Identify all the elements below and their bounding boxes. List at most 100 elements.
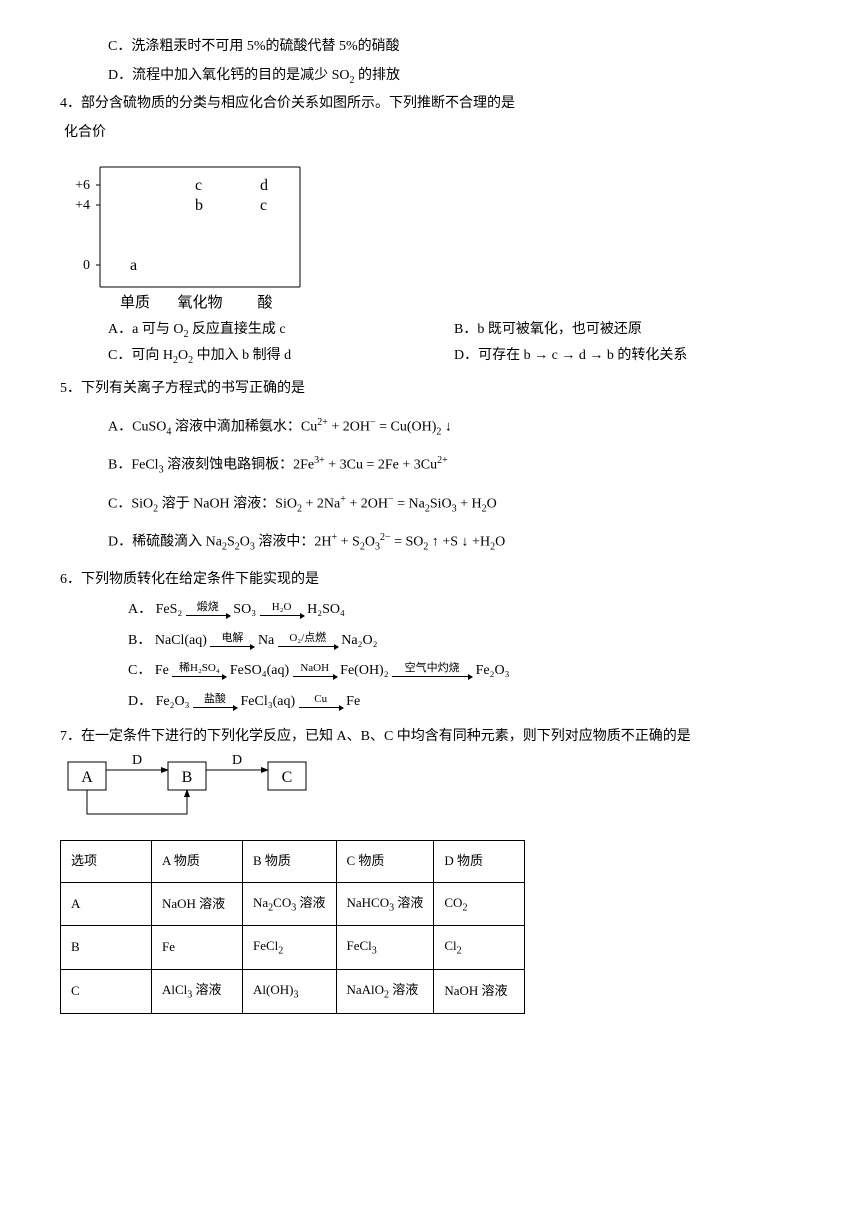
q6b-s1: NaCl(aq): [155, 633, 207, 648]
q5-option-d: D．稀硫酸滴入 Na2S2O3 溶液中：2H+ + S2O32− = SO2 ↑…: [60, 528, 800, 556]
q6d-prefix: D．: [128, 694, 152, 709]
arrow-icon: 盐酸: [193, 696, 237, 708]
box-a: A: [81, 769, 93, 786]
q6d-l2: Cu: [299, 694, 343, 705]
q6c-s4: Fe₂O₃: [476, 663, 510, 678]
q7-stem: 7．在一定条件下进行的下列化学反应，已知 A、B、C 中均含有同种元素，则下列对…: [60, 724, 800, 751]
q6c-l3: 空气中灼烧: [392, 663, 472, 674]
arrow-label-d1: D: [132, 753, 142, 768]
cell: NaOH 溶液: [152, 882, 243, 926]
q6b-prefix: B．: [128, 633, 151, 648]
q6a-prefix: A．: [128, 602, 152, 617]
ytick-0: 0: [83, 258, 90, 273]
cell: Na2CO3 溶液: [243, 882, 337, 926]
cell: Cl2: [434, 926, 525, 970]
q4-option-c: C．可向 H2O2 中加入 b 制得 d: [108, 343, 454, 370]
q4a-post: 反应直接生成 c: [188, 322, 285, 337]
q5-option-b: B．FeCl3 溶液刻蚀电路铜板：2Fe3+ + 3Cu = 2Fe + 3Cu…: [60, 451, 800, 479]
q6d-s2: FeCl₃(aq): [241, 694, 296, 709]
q6d-s1: Fe₂O₃: [156, 694, 190, 709]
cell: C: [61, 970, 152, 1014]
q7-diagram: A B C D D: [60, 752, 320, 832]
q7-table: 选项 A 物质 B 物质 C 物质 D 物质 A NaOH 溶液 Na2CO3 …: [60, 840, 525, 1013]
box-c: C: [282, 769, 293, 786]
q6-option-a: A． FeS₂ 煅烧 SO₃ H₂O H₂SO₄: [108, 597, 800, 624]
arrow-icon: O₂/点燃: [278, 635, 338, 647]
q4-ylabel: 化合价: [60, 120, 800, 147]
cell: NaAlO2 溶液: [336, 970, 434, 1014]
cell: A: [61, 882, 152, 926]
q4a-pre: A．a 可与 O: [108, 322, 183, 337]
q4c-pre: C．可向 H: [108, 348, 173, 363]
point-a: a: [130, 257, 137, 274]
point-c1: c: [195, 177, 202, 194]
cell: AlCl3 溶液: [152, 970, 243, 1014]
q6d-s3: Fe: [346, 694, 360, 709]
q6a-l1: 煅烧: [186, 602, 230, 613]
q6-stem: 6．下列物质转化在给定条件下能实现的是: [60, 567, 800, 594]
q6-option-d: D． Fe₂O₃ 盐酸 FeCl₃(aq) Cu Fe: [108, 689, 800, 716]
th-4: D 物质: [434, 841, 525, 883]
cell: NaOH 溶液: [434, 970, 525, 1014]
q5-stem: 5．下列有关离子方程式的书写正确的是: [60, 376, 800, 403]
arrow-icon: 空气中灼烧: [392, 665, 472, 677]
q6-option-c: C． Fe 稀H₂SO₄ FeSO₄(aq) NaOH Fe(OH)₂ 空气中灼…: [108, 658, 800, 685]
q3-option-c: C．洗涤粗汞时不可用 5%的硫酸代替 5%的硝酸: [60, 34, 800, 61]
q6c-l1: 稀H₂SO₄: [172, 663, 226, 674]
xlabel-0: 单质: [120, 294, 150, 311]
arrow-icon: 电解: [210, 635, 254, 647]
point-b: b: [195, 197, 203, 214]
cell: FeCl2: [243, 926, 337, 970]
q6-option-b: B． NaCl(aq) 电解 Na O₂/点燃 Na₂O₂: [108, 628, 800, 655]
q6b-s2: Na: [258, 633, 274, 648]
q6a-s3: H₂SO₄: [307, 602, 345, 617]
q3d-text-post: 的排放: [355, 68, 401, 83]
q6b-l2: O₂/点燃: [278, 633, 338, 644]
q4-option-a: A．a 可与 O2 反应直接生成 c: [108, 317, 454, 344]
q6b-s3: Na₂O₂: [341, 633, 377, 648]
q6c-s1: Fe: [155, 663, 169, 678]
q6c-prefix: C．: [128, 663, 151, 678]
q4-chart: +6 +4 0 a b c c d 单质 氧化物 酸: [60, 147, 320, 317]
table-row: A NaOH 溶液 Na2CO3 溶液 NaHCO3 溶液 CO2: [61, 882, 525, 926]
q6a-s2: SO₃: [233, 602, 256, 617]
q3-option-d: D．流程中加入氧化钙的目的是减少 SO2 的排放: [60, 63, 800, 90]
th-3: C 物质: [336, 841, 434, 883]
q5-option-a: A．CuSO4 溶液中滴加稀氨水：Cu2+ + 2OH− = Cu(OH)2 ↓: [60, 413, 800, 441]
point-d: d: [260, 177, 268, 194]
arrow-icon: 稀H₂SO₄: [172, 665, 226, 677]
q6c-s2: FeSO₄(aq): [230, 663, 289, 678]
cell: FeCl3: [336, 926, 434, 970]
q4-option-d: D．可存在 b → c → d → b 的转化关系: [454, 343, 800, 370]
th-1: A 物质: [152, 841, 243, 883]
ytick-4: +4: [75, 198, 90, 213]
table-row: C AlCl3 溶液 Al(OH)3 NaAlO2 溶液 NaOH 溶液: [61, 970, 525, 1014]
arrow-icon: Cu: [299, 696, 343, 708]
arrow-icon: NaOH: [293, 665, 337, 677]
arrow-icon: 煅烧: [186, 604, 230, 616]
th-2: B 物质: [243, 841, 337, 883]
cell: CO2: [434, 882, 525, 926]
xlabel-1: 氧化物: [177, 294, 222, 311]
q6a-s1: FeS₂: [156, 602, 183, 617]
q5-option-c: C．SiO2 溶于 NaOH 溶液：SiO2 + 2Na+ + 2OH− = N…: [60, 490, 800, 518]
q6c-s3: Fe(OH)₂: [340, 663, 388, 678]
q3d-text-pre: D．流程中加入氧化钙的目的是减少 SO: [108, 68, 350, 83]
q4c-mid: O: [178, 348, 188, 363]
cell: B: [61, 926, 152, 970]
ytick-6: +6: [75, 178, 90, 193]
q4-option-b: B．b 既可被氧化，也可被还原: [454, 317, 800, 344]
cell: Fe: [152, 926, 243, 970]
th-0: 选项: [61, 841, 152, 883]
xlabel-2: 酸: [257, 294, 272, 311]
point-c2: c: [260, 197, 267, 214]
table-row: B Fe FeCl2 FeCl3 Cl2: [61, 926, 525, 970]
cell: NaHCO3 溶液: [336, 882, 434, 926]
q6b-l1: 电解: [210, 633, 254, 644]
table-header-row: 选项 A 物质 B 物质 C 物质 D 物质: [61, 841, 525, 883]
q6d-l1: 盐酸: [193, 694, 237, 705]
q6c-l2: NaOH: [293, 663, 337, 674]
arrow-icon: H₂O: [260, 604, 304, 616]
arrow-label-d2: D: [232, 753, 242, 768]
box-b: B: [182, 769, 193, 786]
